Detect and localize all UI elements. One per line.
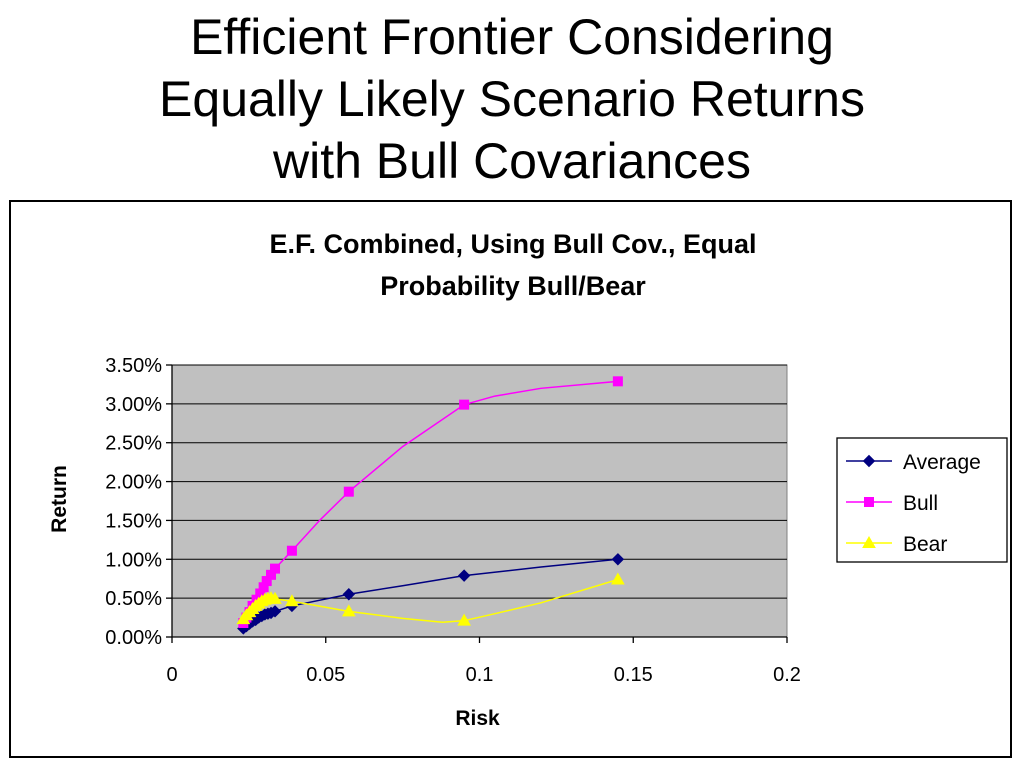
x-axis-title: Risk <box>455 707 500 730</box>
y-tick-label-6: 3.00% <box>105 394 162 416</box>
legend-bull-marker <box>864 497 874 507</box>
legend-average-label: Average <box>903 451 981 474</box>
series-bear-point-12 <box>341 604 356 617</box>
y-tick-label-4: 2.00% <box>105 472 162 494</box>
x-tick-label-0: 0 <box>166 664 177 686</box>
series-average-point-14 <box>457 569 471 582</box>
plot-background <box>171 364 788 638</box>
legend-bull-label: Bull <box>903 492 938 515</box>
x-tick-label-3: 0.15 <box>614 664 653 686</box>
y-tick-label-0: 0.00% <box>105 627 162 649</box>
x-tick-label-2: 0.1 <box>466 664 494 686</box>
plot-area: 0.00% 0.50% 1.00% 1.50% 2.00% 2.50% 3.00% 3.50%… <box>48 355 801 730</box>
series-bull-point-12 <box>343 486 354 497</box>
chart-frame: E.F. Combined, Using Bull Cov., Equal Pr… <box>9 200 1012 758</box>
series-bear-point-18 <box>611 572 625 585</box>
y-axis-title: Return <box>48 465 71 533</box>
series-bear-point-11 <box>285 594 299 607</box>
legend: Average Bull Bear <box>836 437 1008 563</box>
x-tick-label-1: 0.05 <box>306 664 345 686</box>
y-tick-label-5: 2.50% <box>105 433 162 455</box>
slide-title: Efficient Frontier Considering Equally L… <box>0 6 1024 192</box>
chart-title-line-1: E.F. Combined, Using Bull Cov., Equal <box>269 229 756 259</box>
slide-title-line-1: Efficient Frontier Considering <box>190 9 834 65</box>
series-bull-point-17 <box>612 376 623 387</box>
legend-bear-label: Bear <box>903 533 947 556</box>
efficient-frontier-chart: E.F. Combined, Using Bull Cov., Equal Pr… <box>48 229 1008 730</box>
series-bear <box>236 572 625 626</box>
series-bear-point-10 <box>268 591 282 604</box>
y-tick-label-7: 3.50% <box>105 355 162 377</box>
slide-title-line-3: with Bull Covariances <box>273 133 751 189</box>
series-bull-point-9 <box>270 563 281 574</box>
series-bull-point-14 <box>459 399 470 410</box>
y-tick-label-2: 1.00% <box>105 549 162 571</box>
y-tick-label-3: 1.50% <box>105 510 162 532</box>
legend-average-marker <box>862 454 876 468</box>
slide-title-line-2: Equally Likely Scenario Returns <box>159 71 865 127</box>
series-average-point-12 <box>342 588 356 601</box>
series-average-point-16 <box>611 553 625 566</box>
chart-title-line-2: Probability Bull/Bear <box>380 271 646 301</box>
y-tick-label-1: 0.50% <box>105 588 162 610</box>
x-tick-label-4: 0.2 <box>773 664 801 686</box>
series-bull-point-10 <box>286 545 297 556</box>
series-average-point-10 <box>268 605 282 618</box>
series-bear-point-15 <box>457 613 471 626</box>
legend-bear-marker <box>862 535 876 548</box>
